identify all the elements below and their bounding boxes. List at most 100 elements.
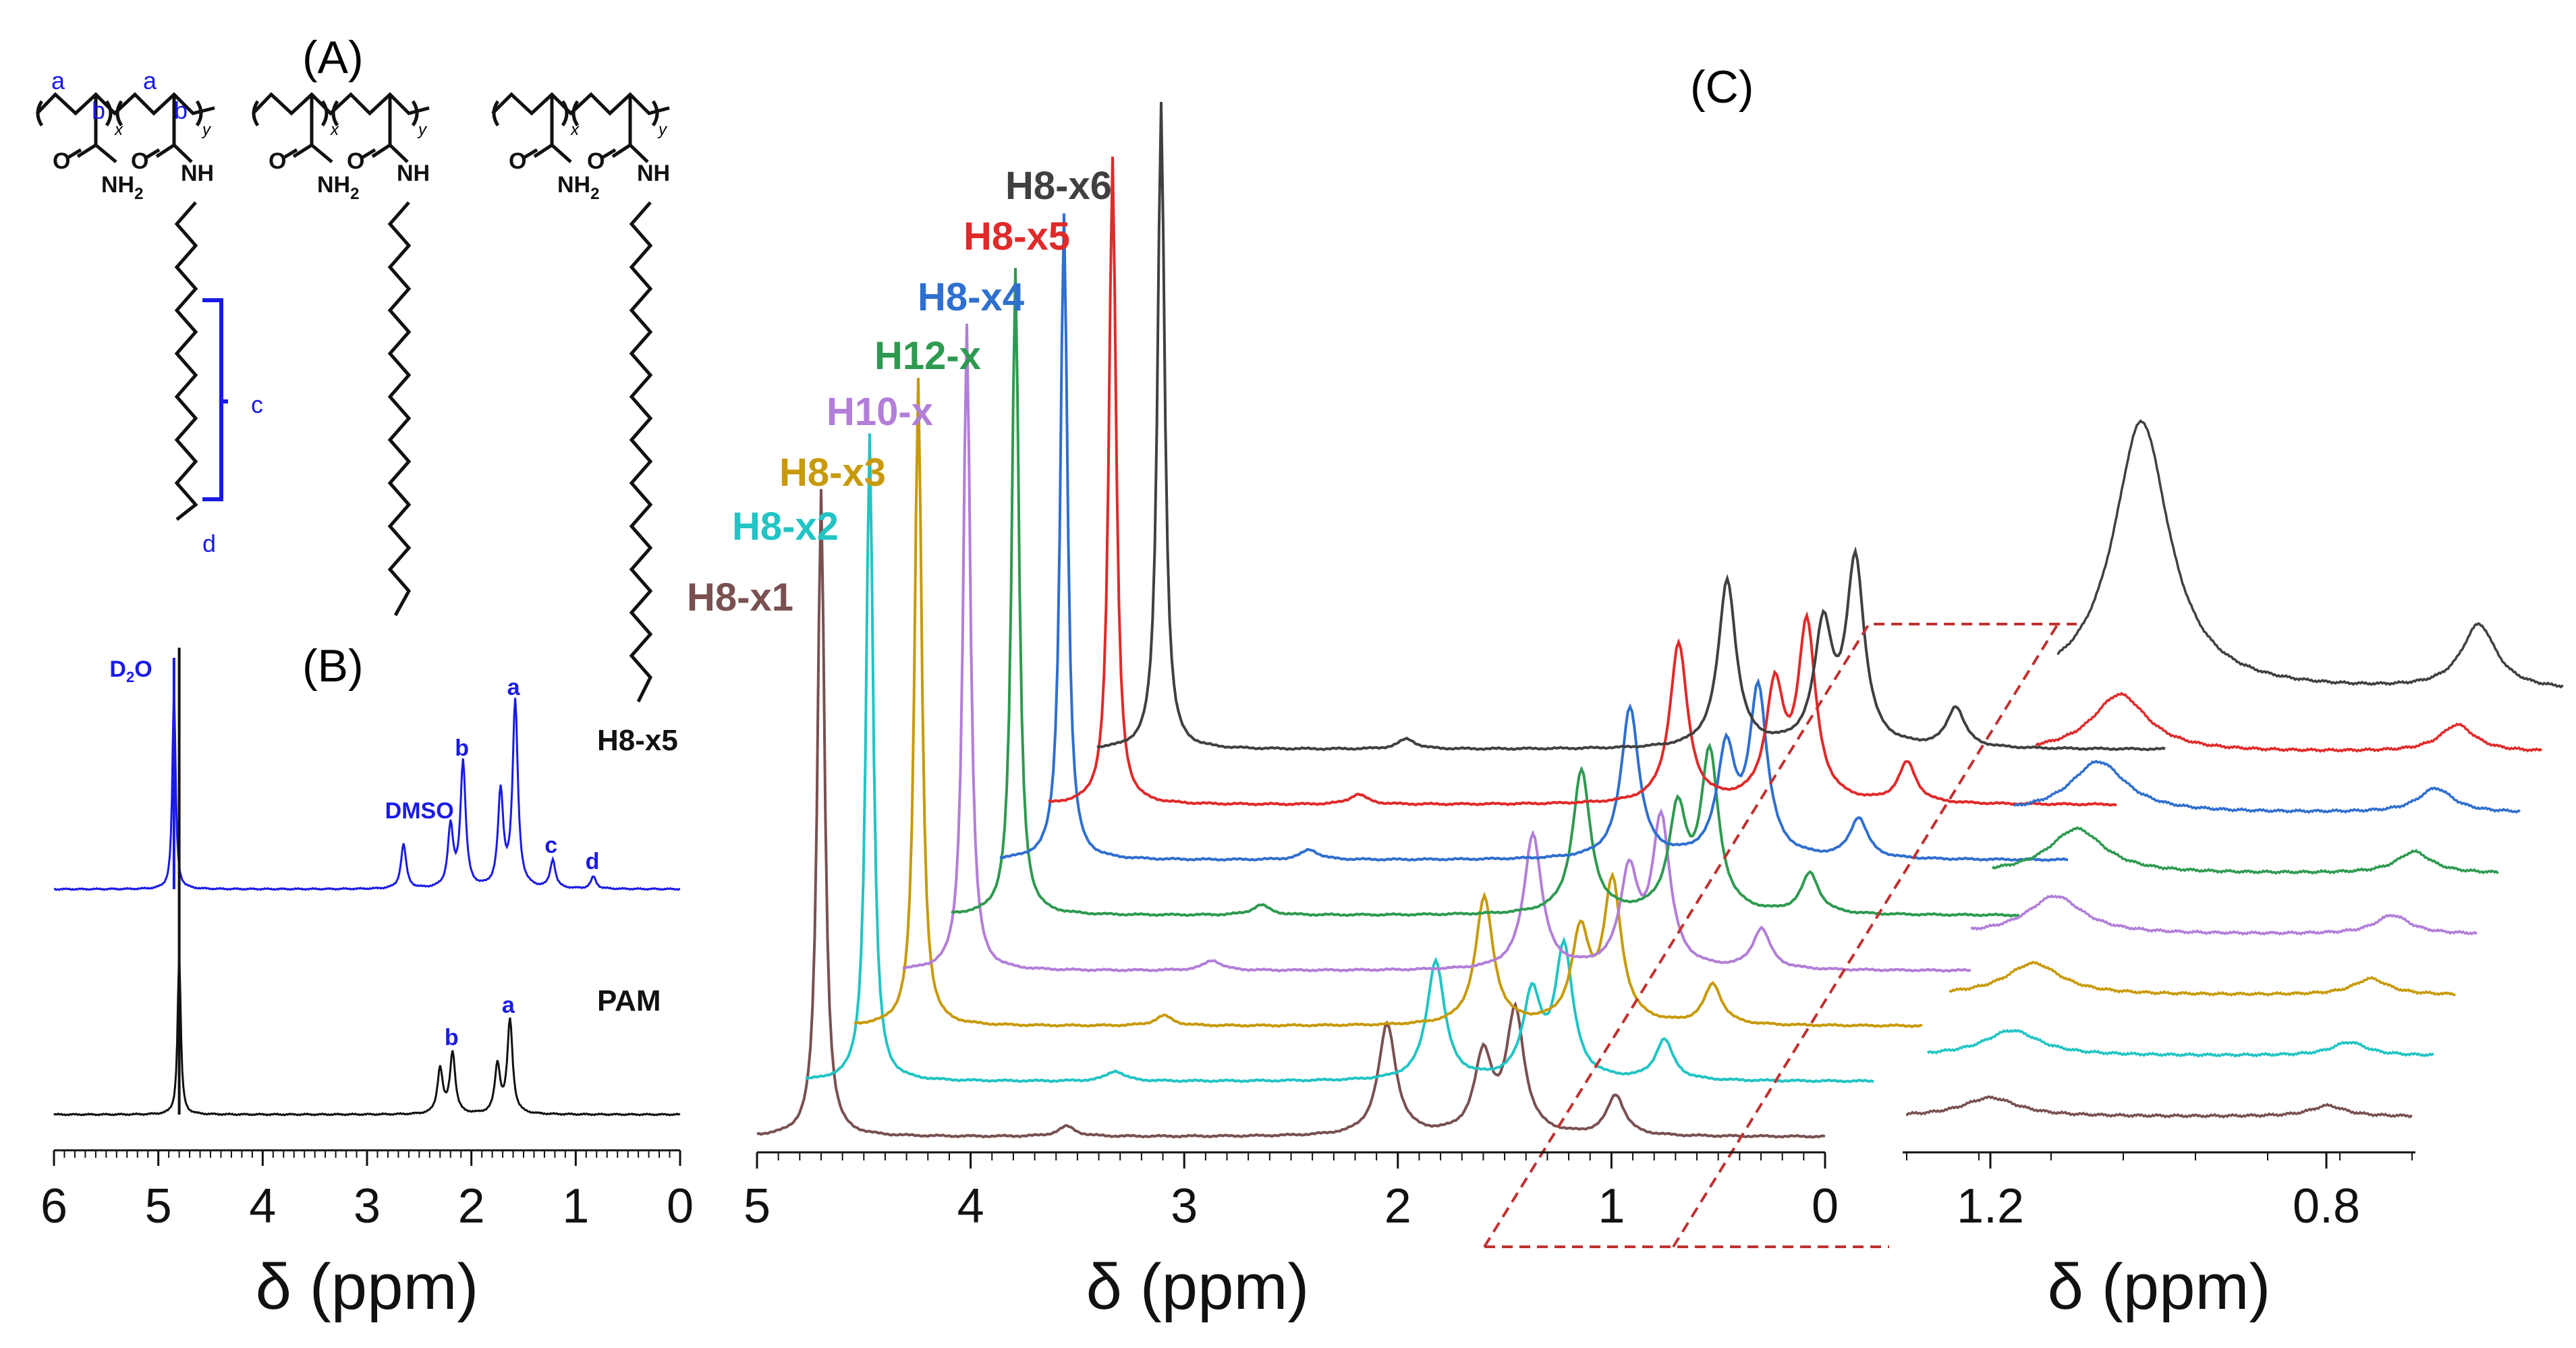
brackets-1 [36,100,203,127]
subscript-y: y [417,121,428,139]
zoom-guide [1483,623,2077,1248]
x-tick-label: 4 [957,1179,984,1233]
structure-dodecyl [491,92,670,703]
series-label-H8-x6: H8-x6 [1005,164,1112,208]
amide-1a [66,94,117,163]
amide-2a [282,94,333,163]
spectrum-H8-x5 [53,686,681,891]
site-label-c: c [251,391,263,418]
inset-spectrum-H8-x1 [1905,1095,2413,1119]
brackets-2 [252,100,419,127]
x-axis-label: δ (ppm) [256,1251,479,1323]
atom-o: O [587,148,605,174]
amide-3a [522,94,572,163]
series-label-H8-x5: H8-x5 [963,215,1070,258]
inset-spectrum-H12-x [1991,826,2499,875]
site-label-a: a [143,67,157,94]
x-tick-label: 0.8 [2293,1179,2360,1233]
peak-annotation: b [455,735,469,761]
x-tick-label: 5 [744,1179,771,1233]
atom-nh: NH [637,161,670,186]
inset-spectrum-H8-x4 [2013,759,2521,814]
x-tick-label: 1 [562,1179,589,1233]
x-axis-label: δ (ppm) [2048,1251,2271,1323]
series-label-H12-x: H12-x [874,334,981,378]
atom-nh: NH [397,161,430,186]
backbone-2 [252,92,430,116]
chain-decyl [387,201,412,617]
atom-nh: NH [181,161,214,186]
x-axis-label: δ (ppm) [1086,1251,1310,1323]
series-label-H8-x4: H8-x4 [918,275,1024,319]
peak-annotation: a [502,992,515,1018]
inset-spectrum-H8-x3 [1949,960,2457,997]
inset-spectrum-H8-x2 [1926,1028,2434,1058]
atom-o: O [509,148,526,174]
amide-2b [360,94,409,163]
spectrum-H8-x6 [1096,101,2166,752]
peak-annotation: a [507,675,521,700]
chemical-structures [36,92,670,703]
annotation-part: O [134,656,152,682]
subscript-x: x [330,121,339,139]
spectrum-H8-x1 [756,488,1826,1139]
peak-annotation: DMSO [385,798,454,824]
backbone-3 [491,92,670,116]
spectrum-H8-x2 [804,433,1874,1084]
atom-o: O [269,148,286,174]
spectrum-H8-x3 [853,378,1923,1028]
backbone-1 [36,92,215,116]
structure-hexyl [36,92,228,521]
atom-nh2: NH2 [101,172,143,203]
x-tick-label: 3 [354,1179,381,1233]
annotation-subscript: 2 [126,669,134,685]
peak-annotation: c [544,833,557,858]
amide-3b [600,94,649,163]
inset-spectrum-H8-x6 [2056,419,2564,689]
spectrum-H12-x [951,268,2020,918]
atom-o: O [131,148,148,174]
atom-nh2: NH2 [557,172,599,203]
brackets-3 [492,100,659,127]
peak-annotation: D2O [109,656,152,685]
spectrum-H10-x [902,323,1971,973]
series-label-H8-x3: H8-x3 [779,451,886,495]
amide-1b [144,94,193,163]
series-label-H8-x1: H8-x1 [687,575,793,619]
site-label-b: b [174,96,188,124]
structure-decyl [252,92,430,617]
chart-c-inset: 1.2 0.8 δ (ppm) [1903,419,2564,1323]
x-tick-label: 2 [458,1179,485,1233]
x-tick-label: 0 [1812,1179,1839,1233]
chain-hexyl [174,201,198,521]
atom-o: O [347,148,364,174]
x-tick-label: 2 [1384,1179,1411,1233]
peak-annotation: b [445,1025,459,1050]
annotation-part: D [109,656,126,682]
x-tick-label: 1 [1598,1179,1625,1233]
inset-spectrum-H8-x5 [2035,692,2543,754]
atom-nh2: NH2 [317,172,359,203]
x-tick-label: 4 [249,1179,276,1233]
panel-a-label: (A) [302,32,364,83]
structure-text: O NH2 O NH O NH2 O NH O NH2 O NH x y x y… [51,67,670,557]
x-tick-label: 1.2 [1957,1179,2024,1233]
series-label-H8-x2: H8-x2 [732,505,839,549]
atom-o: O [53,148,70,174]
bracket-c [202,298,228,501]
subscript-x: x [114,121,123,139]
site-label-d: d [202,530,216,557]
chain-dodecyl [629,201,653,703]
spectrum-PAM [53,952,681,1117]
inset-spectrum-H10-x [1970,894,2478,936]
subscript-x: x [570,121,580,139]
spectrum-H8-x5 [1048,157,2117,807]
panel-b-label: (B) [302,640,364,692]
subscript-y: y [201,121,212,139]
panel-c-label: (C) [1690,61,1754,113]
site-label-b: b [92,96,105,124]
x-tick-label: 6 [40,1179,67,1233]
x-tick-label: 5 [145,1179,172,1233]
